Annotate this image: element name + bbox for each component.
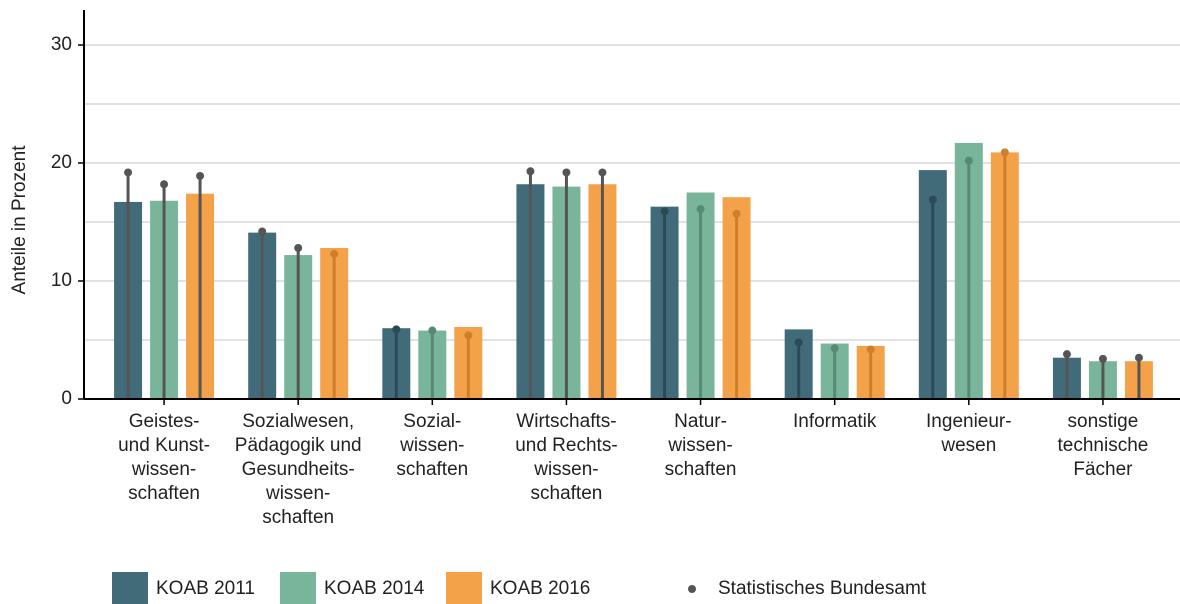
reference-dot [696, 205, 705, 214]
reference-dot [830, 344, 839, 353]
y-tick-label: 10 [51, 270, 72, 291]
y-tick-label: 30 [51, 34, 72, 55]
reference-dot [866, 345, 875, 354]
reference-dot [392, 325, 401, 334]
reference-dot [1134, 353, 1143, 362]
x-tick-label: sonstige technische Fächer [1058, 411, 1149, 480]
reference-dot [258, 227, 267, 236]
reference-dot [428, 326, 437, 335]
x-tick-label: Sozial-wissen-schaften [396, 411, 468, 480]
reference-dot [964, 156, 973, 165]
reference-dot [732, 209, 741, 218]
x-tick-label: Ingenieur-wesen [926, 411, 1012, 456]
legend-dot [688, 585, 696, 593]
legend-label: Statistisches Bundesamt [718, 578, 927, 599]
y-tick-label: 0 [61, 388, 72, 409]
reference-dot [928, 195, 937, 204]
x-tick-label: Informatik [793, 411, 877, 432]
reference-dot [294, 243, 303, 252]
legend-label: KOAB 2016 [490, 578, 590, 599]
reference-dot [160, 180, 169, 189]
reference-dot [1098, 354, 1107, 363]
reference-dot [562, 168, 571, 177]
legend-label: KOAB 2014 [324, 578, 425, 599]
legend-swatch [446, 572, 482, 604]
reference-dot [196, 171, 205, 180]
x-tick-label: Sozialwesen, Pädagogik und Gesundheits-wis… [235, 411, 362, 528]
reference-dot [1000, 148, 1009, 157]
reference-dot [124, 168, 133, 177]
legend-label: KOAB 2011 [156, 578, 255, 599]
reference-dot [660, 207, 669, 216]
reference-dot [464, 331, 473, 340]
x-tick-label: Wirtschafts-und Rechts-wissen-schaften [515, 411, 617, 504]
reference-dot [330, 249, 339, 258]
y-axis-label: Anteile in Prozent [9, 145, 30, 295]
reference-dot [598, 168, 607, 177]
reference-dot [794, 338, 803, 347]
legend-swatch [112, 572, 148, 604]
x-tick-label: Natur-wissen-schaften [665, 411, 737, 480]
reference-dot [526, 167, 535, 176]
reference-dot [1062, 350, 1071, 359]
y-tick-label: 20 [51, 152, 72, 173]
legend-swatch [280, 572, 316, 604]
x-tick-label: Geistes-und Kunst-wissen-schaften [118, 411, 210, 504]
